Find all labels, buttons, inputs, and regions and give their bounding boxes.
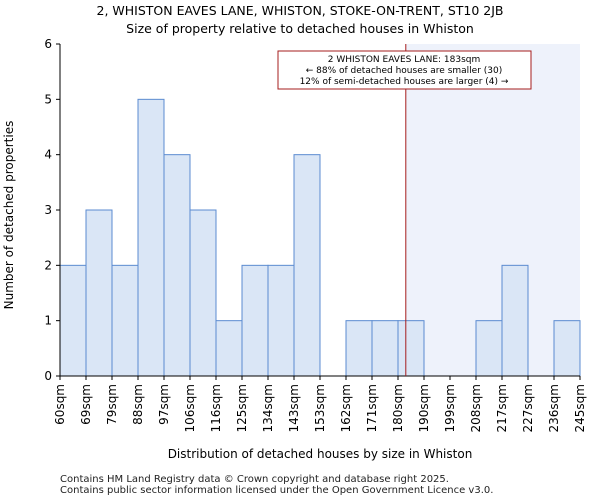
histogram-bar [163, 154, 191, 377]
chart-subtitle: Size of property relative to detached ho… [126, 21, 474, 36]
x-tick-label: 171sqm [365, 384, 379, 432]
histogram-bar [59, 264, 87, 377]
x-tick-label: 180sqm [391, 384, 405, 432]
x-axis-label: Distribution of detached houses by size … [168, 447, 473, 461]
x-tick-label: 162sqm [339, 384, 353, 432]
x-tick-label: 199sqm [443, 384, 457, 432]
y-tick-label: 6 [44, 37, 52, 51]
footer-attribution-1: Contains HM Land Registry data © Crown c… [60, 474, 449, 485]
chart-title: 2, WHISTON EAVES LANE, WHISTON, STOKE-ON… [96, 3, 504, 18]
x-tick-label: 227sqm [521, 384, 535, 432]
x-tick-label: 79sqm [105, 384, 119, 425]
histogram-bar [345, 320, 373, 377]
y-tick-label: 3 [44, 203, 52, 217]
x-tick-label: 69sqm [79, 384, 93, 425]
histogram-bar [137, 98, 165, 377]
x-tick-label: 116sqm [209, 384, 223, 432]
x-tick-label: 88sqm [131, 384, 145, 425]
x-tick-label: 217sqm [495, 384, 509, 432]
x-tick-label: 106sqm [183, 384, 197, 432]
y-tick-label: 2 [44, 258, 52, 272]
histogram-bar [111, 264, 139, 377]
y-tick-label: 5 [44, 92, 52, 106]
x-tick-label: 245sqm [573, 384, 587, 432]
histogram-bar [85, 209, 113, 377]
x-tick-label: 153sqm [313, 384, 327, 432]
histogram-bar [189, 209, 217, 377]
annotation-line-3: 12% of semi-detached houses are larger (… [300, 77, 509, 87]
footer-attribution-2: Contains public sector information licen… [60, 485, 494, 496]
y-tick-label: 1 [44, 314, 52, 328]
annotation-line-1: 2 WHISTON EAVES LANE: 183sqm [328, 55, 481, 65]
y-tick-label: 4 [44, 148, 52, 162]
histogram-bar [371, 320, 399, 377]
x-tick-label: 236sqm [547, 384, 561, 432]
annotation-frame [277, 50, 532, 90]
annotation-line-2: ← 88% of detached houses are smaller (30… [306, 66, 503, 76]
annotation-box: 2 WHISTON EAVES LANE: 183sqm ← 88% of de… [277, 50, 532, 90]
x-tick-label: 190sqm [417, 384, 431, 432]
histogram-bar [553, 320, 581, 377]
x-tick-label: 125sqm [235, 384, 249, 432]
histogram-bar [475, 320, 503, 377]
y-axis-label: Number of detached properties [2, 121, 16, 310]
x-tick-label: 60sqm [53, 384, 67, 425]
x-tick-label: 208sqm [469, 384, 483, 432]
y-tick-label: 0 [44, 369, 52, 383]
histogram-bar [397, 320, 425, 377]
x-tick-label: 134sqm [261, 384, 275, 432]
histogram-bar [215, 320, 243, 377]
x-tick-label: 97sqm [157, 384, 171, 425]
x-tick-label: 143sqm [287, 384, 301, 432]
histogram-bar [241, 264, 269, 377]
histogram-bar [293, 154, 321, 377]
histogram-bar [501, 264, 529, 377]
histogram-bar [267, 264, 295, 377]
